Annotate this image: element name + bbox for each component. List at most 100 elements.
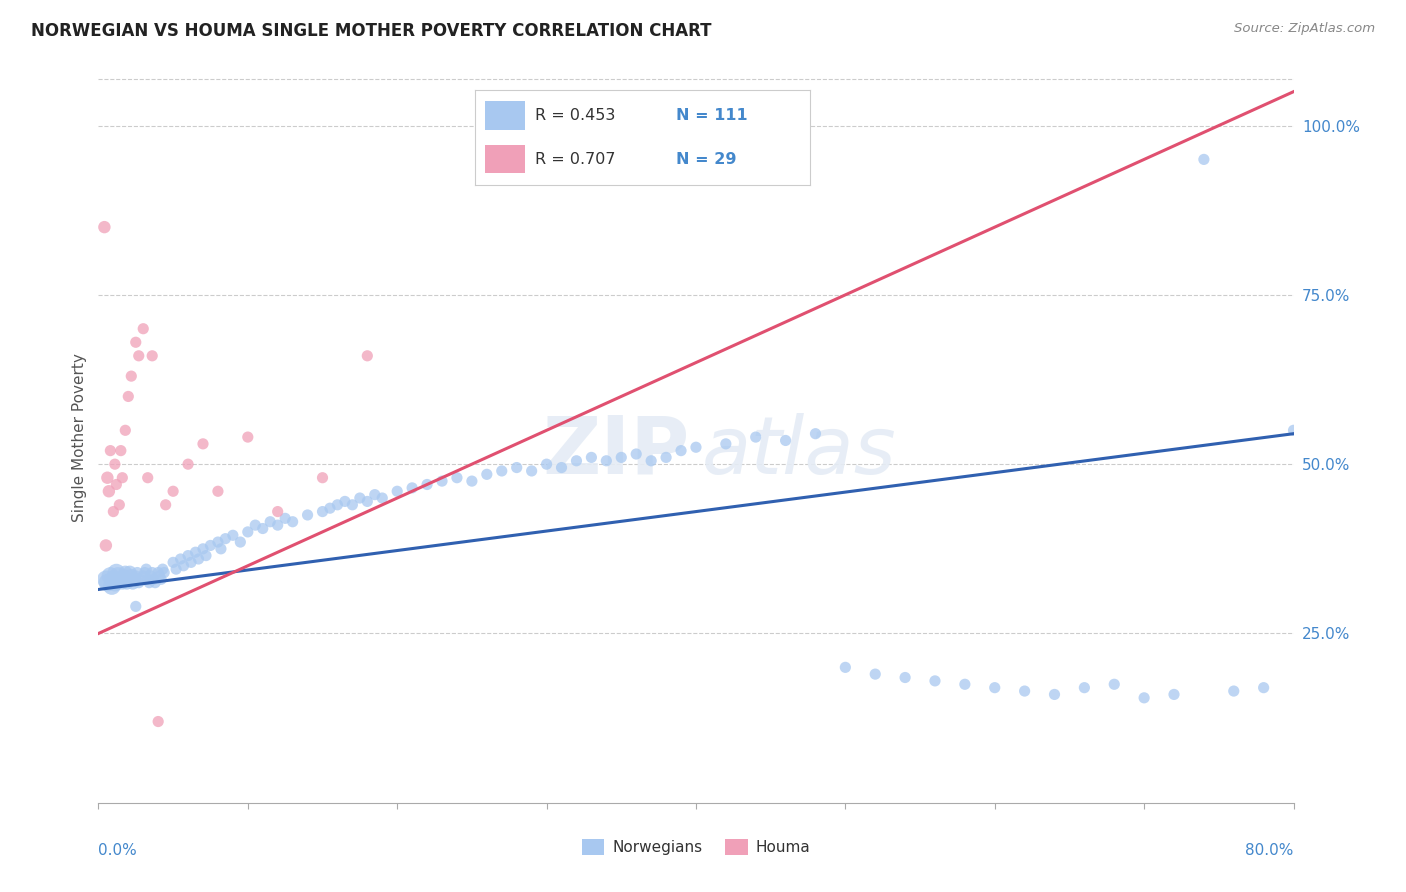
Text: NORWEGIAN VS HOUMA SINGLE MOTHER POVERTY CORRELATION CHART: NORWEGIAN VS HOUMA SINGLE MOTHER POVERTY… [31, 22, 711, 40]
Point [96, 575, 118, 590]
Point [169, 552, 191, 566]
Point [162, 555, 184, 569]
Point [506, 460, 529, 475]
Point [148, 714, 170, 729]
Point [1282, 423, 1305, 437]
Point [364, 488, 387, 502]
Point [1192, 153, 1215, 167]
Point [461, 474, 484, 488]
Point [111, 471, 134, 485]
Point [150, 572, 173, 586]
Point [834, 660, 856, 674]
Point [311, 505, 333, 519]
Point [401, 481, 423, 495]
Point [267, 518, 290, 533]
Point [236, 430, 259, 444]
Point [252, 521, 274, 535]
Point [342, 498, 364, 512]
Point [120, 369, 142, 384]
Point [333, 494, 356, 508]
Text: Source: ZipAtlas.com: Source: ZipAtlas.com [1234, 22, 1375, 36]
Point [149, 569, 172, 583]
Point [669, 443, 692, 458]
Point [177, 549, 200, 563]
Point [132, 569, 155, 583]
Point [446, 471, 468, 485]
Point [112, 569, 135, 583]
Point [640, 454, 662, 468]
Point [274, 511, 297, 525]
Point [117, 389, 139, 403]
Point [128, 575, 150, 590]
Point [101, 579, 124, 593]
Point [128, 349, 150, 363]
Point [745, 430, 768, 444]
Point [550, 460, 572, 475]
Point [129, 572, 152, 586]
Point [385, 484, 409, 499]
Point [1163, 688, 1185, 702]
Point [200, 538, 222, 552]
Point [136, 572, 159, 586]
Point [655, 450, 678, 465]
Point [114, 423, 136, 437]
Point [1253, 681, 1275, 695]
Point [207, 484, 229, 499]
Point [281, 515, 304, 529]
Point [184, 545, 207, 559]
Point [96, 471, 118, 485]
Text: 0.0%: 0.0% [98, 843, 138, 858]
Point [1223, 684, 1246, 698]
Point [430, 474, 453, 488]
Point [187, 552, 209, 566]
Point [142, 572, 165, 586]
Point [229, 535, 252, 549]
Point [103, 572, 125, 586]
Point [865, 667, 887, 681]
Point [626, 447, 648, 461]
Point [132, 322, 155, 336]
Point [110, 443, 132, 458]
Point [1104, 677, 1126, 691]
Point [177, 457, 200, 471]
Point [775, 434, 797, 448]
Point [565, 454, 588, 468]
Point [595, 454, 617, 468]
Point [104, 457, 127, 471]
Point [191, 541, 214, 556]
Point [125, 569, 148, 583]
Point [349, 491, 371, 505]
Point [127, 566, 149, 580]
Point [804, 426, 827, 441]
Point [148, 566, 170, 580]
Point [195, 549, 218, 563]
Text: ZIP: ZIP [543, 413, 690, 491]
Point [1133, 690, 1156, 705]
Point [153, 566, 176, 580]
Point [259, 515, 281, 529]
Legend: Norwegians, Houma: Norwegians, Houma [575, 833, 817, 861]
Point [138, 575, 160, 590]
Point [114, 566, 136, 580]
Point [143, 575, 166, 590]
Point [267, 505, 290, 519]
Point [105, 477, 128, 491]
Point [173, 558, 195, 573]
Point [491, 464, 513, 478]
Point [1073, 681, 1095, 695]
Point [94, 538, 117, 552]
Point [1043, 688, 1066, 702]
Point [1014, 684, 1036, 698]
Point [536, 457, 558, 471]
Point [111, 575, 134, 590]
Point [155, 498, 177, 512]
Point [136, 471, 159, 485]
Y-axis label: Single Mother Poverty: Single Mother Poverty [72, 352, 87, 522]
Point [207, 535, 229, 549]
Point [134, 566, 156, 580]
Point [610, 450, 633, 465]
Point [475, 467, 498, 482]
Point [236, 524, 259, 539]
Point [98, 569, 122, 583]
Point [685, 440, 707, 454]
